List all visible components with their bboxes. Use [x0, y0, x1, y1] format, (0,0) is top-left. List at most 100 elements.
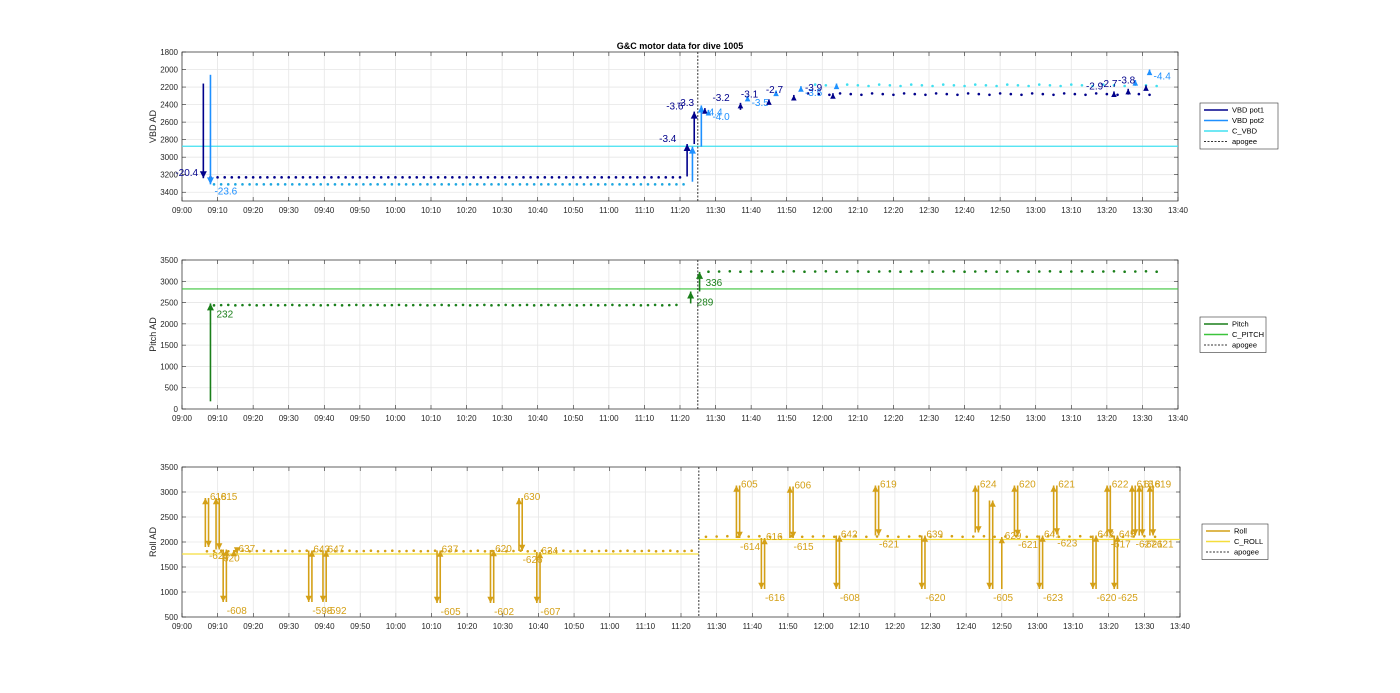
pitch-point	[468, 304, 472, 307]
roll-point	[1036, 535, 1039, 538]
vbd-pot1-point	[817, 92, 821, 96]
y-tick-label: 0	[174, 405, 179, 414]
roll-point	[497, 549, 501, 552]
x-tick-label: 09:00	[172, 622, 193, 631]
vbd-pot2-point	[1123, 84, 1126, 88]
roll-arrow-up-head	[733, 485, 740, 492]
roll-arrow-up-head	[1128, 485, 1136, 492]
x-tick-label: 13:10	[1063, 622, 1084, 631]
x-tick-label: 13:30	[1132, 206, 1153, 215]
pitch-point	[575, 304, 579, 307]
vbd-panel: 09:00 09:10 09:20 09:30 09:40 09:50 10:00 10:10…	[148, 48, 1279, 215]
vbd-pot1-point	[216, 176, 219, 179]
pitch-point	[219, 303, 223, 307]
vbd-arrow-head	[1111, 91, 1117, 98]
vbd-pot2-point	[333, 183, 337, 186]
pitch-point	[454, 303, 458, 307]
roll-point	[843, 535, 847, 538]
vbd-pot1-point	[280, 176, 283, 179]
vbd-arrow-label: -2.7	[1100, 79, 1118, 90]
pitch-point	[824, 269, 828, 273]
roll-point	[1046, 534, 1050, 538]
vbd-pot2-point	[625, 183, 628, 186]
vbd-pot1-point	[344, 176, 347, 179]
vbd-pot2-point	[269, 183, 273, 186]
pitch-point	[1123, 270, 1126, 274]
vbd-pot1-point	[571, 176, 575, 179]
roll-down-label: -608	[840, 593, 860, 604]
vbd-pot2-point	[340, 183, 344, 186]
vbd-pot1-point	[600, 176, 604, 179]
roll-point	[405, 549, 408, 553]
pitch-point	[963, 270, 966, 274]
pitch-point	[447, 304, 451, 307]
roll-point	[768, 535, 772, 539]
x-tick-label: 09:10	[208, 622, 229, 631]
pitch-point	[390, 303, 394, 307]
roll-point	[448, 549, 451, 553]
vbd-pot2-point	[909, 83, 913, 86]
pitch-point	[1102, 270, 1105, 273]
roll-arrow-down-head	[736, 531, 743, 538]
roll-arrow-down-head	[758, 582, 765, 589]
roll-arrow-down-head	[216, 543, 223, 550]
roll-point	[547, 550, 551, 553]
x-tick-label: 11:40	[741, 414, 761, 423]
pitch-point	[1016, 269, 1020, 273]
roll-point	[348, 549, 351, 552]
roll-point	[832, 535, 836, 539]
x-tick-label: 12:10	[848, 414, 869, 423]
roll-point	[1025, 535, 1029, 539]
roll-up-label: 642	[841, 530, 858, 541]
pitch-point	[504, 303, 508, 307]
vbd-pot2-point	[1102, 83, 1105, 86]
roll-down-label: -602	[494, 607, 514, 618]
roll-down-label: -615	[793, 542, 813, 553]
pitch-point	[283, 303, 287, 307]
x-tick-label: 10:40	[528, 622, 549, 631]
roll-arrow-up-head	[323, 550, 330, 557]
legend-label: VBD pot2	[1232, 116, 1264, 125]
vbd-pot1-point	[273, 176, 276, 179]
roll-point	[341, 549, 344, 553]
roll-arrow-up-head	[786, 486, 794, 493]
pitch-point	[298, 304, 301, 307]
legend-label: C_PITCH	[1232, 330, 1264, 339]
roll-down-label: -605	[993, 593, 1013, 604]
y-tick-label: 3200	[160, 171, 178, 180]
pitch-point	[383, 304, 387, 307]
x-tick-label: 11:40	[741, 206, 761, 215]
vbd-pot1-point	[1052, 93, 1055, 97]
vbd-pot1-point	[564, 176, 568, 179]
pitch-point	[554, 304, 557, 307]
vbd-pot1-point	[621, 176, 625, 179]
roll-point	[298, 549, 301, 553]
x-tick-label: 11:10	[635, 206, 655, 215]
vbd-pot1-point	[860, 93, 863, 97]
x-tick-label: 12:30	[920, 622, 941, 631]
legend-label: C_ROLL	[1234, 537, 1263, 546]
x-tick-label: 11:30	[706, 414, 726, 423]
roll-arrow-up-head	[1146, 485, 1154, 492]
chart-title: G&C motor data for dive 1005	[617, 41, 744, 51]
pitch-point	[369, 303, 372, 307]
pitch-point	[632, 303, 636, 307]
roll-point	[483, 550, 487, 553]
vbd-pot1-point	[536, 176, 540, 179]
y-tick-label: 500	[165, 384, 179, 393]
vbd-pot1-point	[934, 92, 938, 95]
roll-point	[604, 549, 608, 552]
vbd-pot1-point	[988, 93, 991, 97]
roll-arrow-up-head	[536, 552, 544, 559]
roll-down-label: -592	[327, 606, 347, 617]
roll-point	[961, 535, 964, 539]
vbd-arrow-label: -3.9	[805, 83, 823, 94]
roll-arrow-up-head	[972, 485, 979, 492]
vbd-pot1-point	[266, 176, 269, 179]
pitch-point	[518, 303, 522, 307]
vbd-pot2-point	[454, 183, 458, 186]
vbd-pot2-point	[376, 183, 379, 186]
roll-arrow-down-head	[220, 595, 227, 602]
plot-border	[181, 51, 1179, 202]
vbd-arrow-head	[697, 105, 705, 113]
